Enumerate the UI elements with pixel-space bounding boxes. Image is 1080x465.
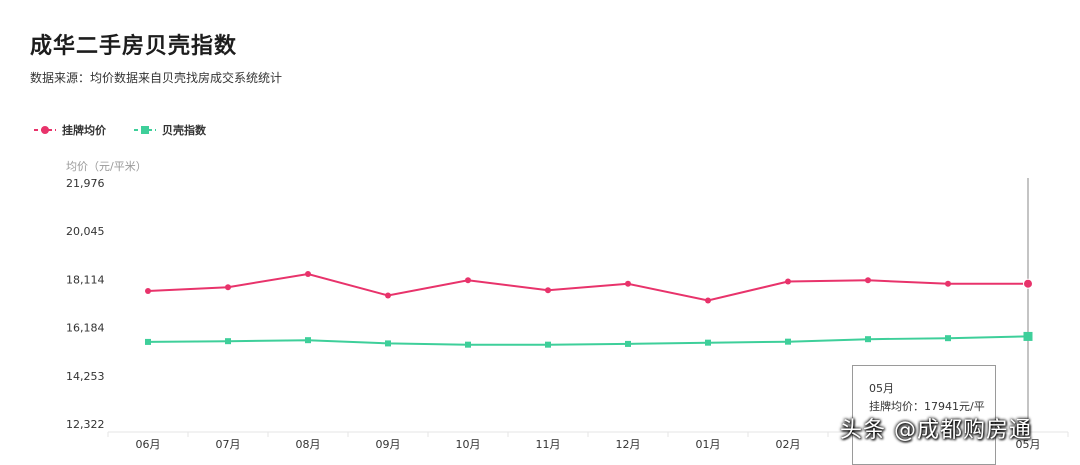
data-point — [625, 340, 631, 347]
x-tick-label: 09月 — [376, 438, 401, 451]
data-point — [465, 341, 471, 348]
x-tick-label: 08月 — [296, 438, 321, 451]
line-circle-marker-icon — [34, 126, 56, 134]
series-line-0 — [147, 272, 1029, 302]
series-line-1 — [147, 335, 1029, 346]
x-tick-label: 01月 — [696, 438, 721, 451]
data-point — [145, 287, 151, 294]
data-point — [465, 277, 471, 284]
data-point — [145, 338, 151, 345]
x-tick-label: 05月 — [1016, 438, 1041, 451]
data-point — [305, 271, 311, 278]
page-title: 成华二手房贝壳指数 — [30, 34, 238, 59]
x-tick-label: 11月 — [536, 438, 561, 451]
data-point — [705, 297, 711, 304]
data-point — [545, 341, 551, 348]
legend-label-listing-price: 挂牌均价 — [62, 124, 106, 137]
chart-legend: 挂牌均价 贝壳指数 — [34, 122, 234, 138]
x-tick-label: 07月 — [216, 438, 241, 451]
data-point — [305, 337, 311, 344]
tooltip-month: 05月 — [869, 382, 894, 395]
data-point — [1023, 331, 1033, 341]
y-tick-label: 20,045 — [66, 225, 105, 238]
data-point — [225, 284, 231, 291]
x-tick-label: 12月 — [616, 438, 641, 451]
y-tick-label: 12,322 — [66, 418, 105, 431]
x-tick-label: 02月 — [776, 438, 801, 451]
x-tick-label: 10月 — [456, 438, 481, 451]
data-point — [945, 280, 951, 287]
tooltip-listing-price: 挂牌均价：17941元/平 — [869, 400, 985, 413]
y-tick-label: 14,253 — [66, 370, 105, 383]
x-tick-label: 06月 — [136, 438, 161, 451]
data-point — [385, 292, 391, 299]
data-point — [385, 340, 391, 347]
data-point — [785, 278, 791, 285]
watermark: 头条 @成都购房通 — [840, 418, 1032, 443]
legend-item-listing-price[interactable]: 挂牌均价 — [34, 122, 106, 138]
y-tick-label: 18,114 — [66, 273, 105, 286]
data-point — [545, 287, 551, 294]
data-point — [865, 277, 871, 284]
line-square-marker-icon — [134, 126, 156, 134]
data-point — [225, 338, 231, 345]
chart-tooltip: 05月 挂牌均价：17941元/平 — [852, 365, 996, 465]
legend-label-beike-index: 贝壳指数 — [162, 124, 206, 137]
data-point — [625, 280, 631, 287]
data-source-note: 数据来源：均价数据来自贝壳找房成交系统统计 — [30, 71, 283, 85]
data-point — [945, 335, 951, 342]
data-point — [705, 339, 711, 346]
data-point — [865, 336, 871, 343]
y-axis-title: 均价（元/平米） — [66, 160, 147, 173]
legend-item-beike-index[interactable]: 贝壳指数 — [134, 122, 206, 138]
data-point — [1023, 278, 1033, 289]
y-tick-label: 21,976 — [66, 177, 105, 190]
y-tick-label: 16,184 — [66, 322, 105, 335]
data-point — [785, 338, 791, 345]
